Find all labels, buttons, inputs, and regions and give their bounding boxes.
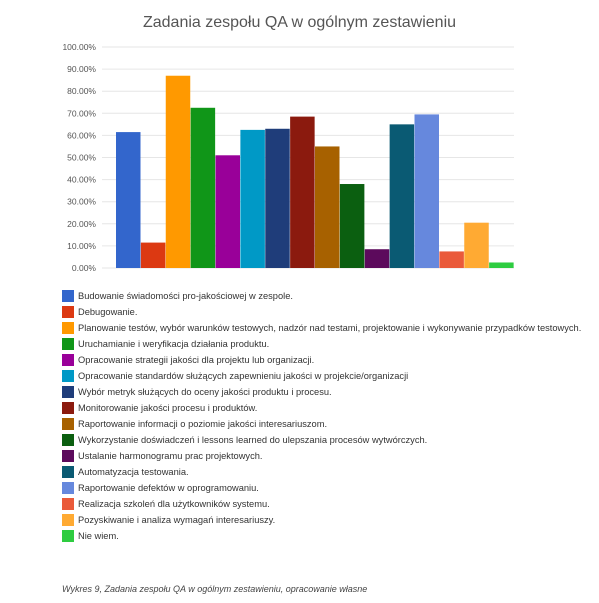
legend-label: Nie wiem. [78, 531, 119, 541]
y-tick-label: 20.00% [67, 219, 96, 229]
bar [290, 116, 315, 268]
chart-plot: 0.00% 10.00% 20.00% 30.00% 40.00% 50.00% 60.00… [62, 42, 514, 273]
legend-label: Realizacja szkoleń dla użytkowników syst… [78, 499, 270, 509]
bar [339, 184, 365, 268]
y-tick-label: 40.00% [67, 175, 96, 185]
legend-swatch [62, 466, 74, 478]
legend-label: Wykorzystanie doświadczeń i lessons lear… [78, 435, 428, 445]
y-tick-label: 10.00% [67, 241, 96, 251]
chart-legend: Budowanie świadomości pro-jakościowej w … [62, 286, 582, 542]
legend-item: Raportowanie informacji o poziomie jakoś… [62, 414, 582, 430]
legend-item: Budowanie świadomości pro-jakościowej w … [62, 286, 582, 302]
legend-label: Monitorowanie jakości procesu i produktó… [78, 403, 258, 413]
legend-label: Raportowanie defektów w oprogramowaniu. [78, 483, 259, 493]
legend-swatch [62, 290, 74, 302]
legend-swatch [62, 354, 74, 366]
legend-label: Opracowanie standardów służących zapewni… [78, 371, 409, 381]
legend-item: Automatyzacja testowania. [62, 462, 582, 478]
legend-item: Pozyskiwanie i analiza wymagań interesar… [62, 510, 582, 526]
legend-swatch [62, 514, 74, 526]
legend-swatch [62, 482, 74, 494]
bar [215, 155, 240, 268]
legend-swatch [62, 386, 74, 398]
legend-item: Raportowanie defektów w oprogramowaniu. [62, 478, 582, 494]
legend-label: Opracowanie strategii jakości dla projek… [78, 355, 315, 365]
legend-label: Raportowanie informacji o poziomie jakoś… [78, 419, 328, 429]
legend-item: Opracowanie standardów służących zapewni… [62, 366, 582, 382]
legend-item: Wybór metryk służących do oceny jakości … [62, 382, 582, 398]
legend-label: Planowanie testów, wybór warunków testow… [78, 323, 582, 333]
y-tick-label: 60.00% [67, 130, 96, 140]
bar [315, 146, 340, 268]
legend-swatch [62, 306, 74, 318]
y-tick-label: 100.00% [62, 42, 96, 52]
legend-item: Realizacja szkoleń dla użytkowników syst… [62, 494, 582, 510]
bar [140, 242, 166, 268]
bar [265, 128, 290, 268]
y-tick-label: 70.00% [67, 108, 96, 118]
bar [414, 114, 439, 268]
legend-label: Debugowanie. [78, 307, 138, 317]
bar [116, 132, 141, 268]
legend-label: Ustalanie harmonogramu prac projektowych… [78, 451, 263, 461]
bar [464, 222, 489, 268]
bar [439, 251, 464, 268]
bar [364, 249, 390, 268]
bar [389, 124, 415, 268]
legend-swatch [62, 434, 74, 446]
y-tick-label: 30.00% [67, 197, 96, 207]
y-tick-label: 50.00% [67, 153, 96, 163]
legend-swatch [62, 418, 74, 430]
legend-swatch [62, 322, 74, 334]
bar [190, 107, 216, 268]
y-tick-label: 0.00% [72, 263, 97, 273]
legend-item: Wykorzystanie doświadczeń i lessons lear… [62, 430, 582, 446]
legend-item: Debugowanie. [62, 302, 582, 318]
bar [165, 75, 191, 268]
legend-label: Budowanie świadomości pro-jakościowej w … [78, 291, 293, 301]
legend-swatch [62, 530, 74, 542]
legend-item: Opracowanie strategii jakości dla projek… [62, 350, 582, 366]
legend-item: Nie wiem. [62, 526, 582, 542]
y-tick-label: 90.00% [67, 64, 96, 74]
legend-label: Uruchamianie i weryfikacja działania pro… [78, 339, 270, 349]
y-tick-label: 80.00% [67, 86, 96, 96]
figure-caption: Wykres 9, Zadania zespołu QA w ogólnym z… [62, 584, 368, 594]
legend-item: Planowanie testów, wybór warunków testow… [62, 318, 582, 334]
legend-swatch [62, 450, 74, 462]
legend-label: Automatyzacja testowania. [78, 467, 189, 477]
legend-item: Ustalanie harmonogramu prac projektowych… [62, 446, 582, 462]
legend-swatch [62, 338, 74, 350]
legend-swatch [62, 402, 74, 414]
chart-title: Zadania zespołu QA w ogólnym zestawieniu [142, 14, 457, 31]
bar [240, 129, 265, 269]
legend-label: Pozyskiwanie i analiza wymagań interesar… [78, 515, 276, 525]
bar [489, 262, 514, 268]
legend-swatch [62, 370, 74, 382]
legend-item: Uruchamianie i weryfikacja działania pro… [62, 334, 582, 350]
legend-label: Wybór metryk służących do oceny jakości … [78, 387, 332, 397]
legend-item: Monitorowanie jakości procesu i produktó… [62, 398, 582, 414]
legend-swatch [62, 498, 74, 510]
